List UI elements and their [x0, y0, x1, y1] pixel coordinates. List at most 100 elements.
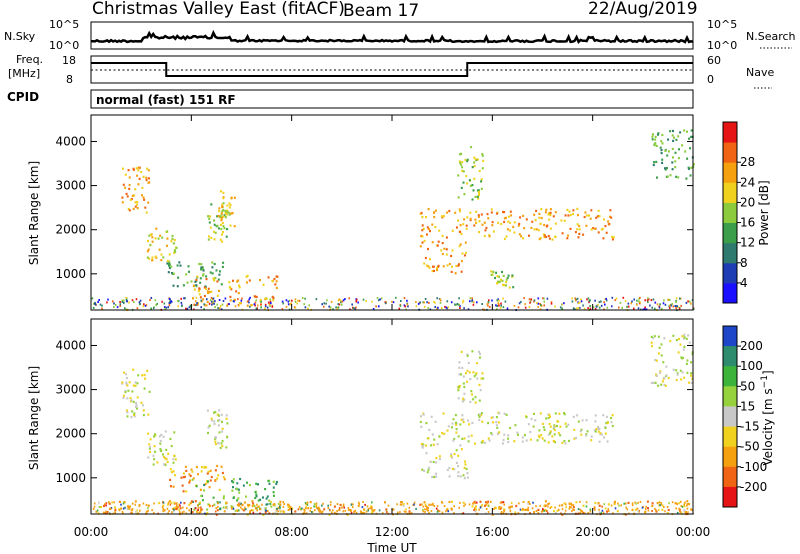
heatmap-cell	[460, 186, 463, 189]
heatmap-cell	[637, 510, 640, 513]
heatmap-cell	[471, 184, 474, 187]
heatmap-cell	[162, 501, 165, 504]
heatmap-cell	[384, 501, 386, 504]
heatmap-cell	[446, 429, 449, 432]
heatmap-cell	[199, 281, 202, 284]
heatmap-cell	[433, 300, 435, 303]
heatmap-cell	[341, 300, 344, 303]
heatmap-cell	[467, 361, 470, 364]
heatmap-cell	[462, 181, 465, 184]
heatmap-cell	[546, 297, 549, 300]
heatmap-cell	[332, 308, 334, 311]
heatmap-cell	[597, 209, 600, 212]
heatmap-cell	[277, 502, 280, 505]
heatmap-cell	[497, 298, 499, 301]
heatmap-cell	[220, 442, 223, 445]
heatmap-cell	[513, 221, 516, 224]
heatmap-cell	[211, 419, 213, 422]
heatmap-cell	[336, 510, 338, 512]
heatmap-cell	[208, 221, 211, 224]
heatmap-cell	[147, 509, 149, 512]
heatmap-cell	[348, 297, 350, 300]
heatmap-cell	[231, 480, 233, 483]
heatmap-cell	[671, 501, 674, 504]
heatmap-cell	[529, 503, 531, 505]
heatmap-cell	[603, 308, 605, 311]
heatmap-cell	[484, 229, 487, 232]
heatmap-cell	[480, 412, 483, 415]
heatmap-cell	[148, 181, 151, 184]
heatmap-cell	[342, 299, 345, 302]
heatmap-cell	[195, 296, 198, 299]
heatmap-cell	[667, 298, 669, 301]
heatmap-cell	[134, 503, 137, 506]
heatmap-cell	[277, 510, 280, 513]
heatmap-cell	[679, 297, 682, 300]
heatmap-cell	[259, 298, 262, 302]
heatmap-cell	[478, 192, 480, 195]
heatmap-cell	[462, 382, 465, 385]
heatmap-cell	[126, 397, 129, 400]
heatmap-cell	[465, 227, 468, 230]
heatmap-cell	[143, 198, 146, 201]
heatmap-cell	[141, 374, 144, 377]
cpid-frame	[90, 89, 694, 109]
heatmap-cell	[521, 509, 523, 512]
heatmap-cell	[543, 223, 546, 227]
heatmap-cell	[451, 500, 453, 503]
heatmap-cell	[138, 177, 141, 180]
heatmap-cell	[279, 510, 282, 513]
heatmap-cell	[626, 508, 629, 511]
heatmap-cell	[589, 217, 592, 220]
heatmap-cell	[490, 270, 493, 273]
heatmap-cell	[151, 259, 154, 262]
heatmap-cell	[652, 163, 655, 167]
heatmap-cell	[162, 463, 165, 466]
heatmap-cell	[432, 443, 435, 446]
heatmap-cell	[214, 231, 217, 234]
heatmap-cell	[206, 290, 209, 293]
heatmap-cell	[239, 501, 241, 504]
heatmap-cell	[329, 501, 332, 504]
heatmap-cell	[316, 507, 318, 509]
heatmap-cell	[529, 438, 532, 441]
colorbar-swatch	[723, 366, 737, 387]
heatmap-cell	[179, 504, 181, 507]
heatmap-cell	[481, 153, 484, 156]
heatmap-cell	[168, 510, 170, 513]
heatmap-cell	[553, 429, 556, 432]
heatmap-cell	[380, 297, 383, 300]
heatmap-cell	[467, 419, 470, 422]
heatmap-cell	[128, 301, 130, 304]
heatmap-cell	[674, 160, 677, 163]
heatmap-cell	[323, 508, 326, 511]
heatmap-cell	[549, 208, 552, 211]
heatmap-cell	[148, 443, 151, 446]
heatmap-cell	[151, 240, 154, 243]
heatmap-cell	[423, 301, 425, 304]
heatmap-cell	[461, 252, 464, 255]
heatmap-cell	[158, 248, 161, 251]
heatmap-cell	[212, 496, 215, 499]
heatmap-cell	[474, 218, 477, 221]
heatmap-cell	[219, 215, 222, 218]
heatmap-cell	[423, 501, 426, 504]
heatmap-cell	[625, 502, 627, 505]
heatmap-cell	[478, 190, 480, 193]
heatmap-cell	[477, 214, 480, 217]
heatmap-cell	[166, 237, 169, 240]
heatmap-cell	[650, 341, 653, 344]
heatmap-cell	[268, 482, 271, 485]
heatmap-cell	[651, 135, 654, 138]
heatmap-cell	[197, 509, 199, 511]
heatmap-cell	[564, 509, 567, 512]
nave-label: Nave	[746, 66, 774, 79]
heatmap-cell	[151, 236, 154, 239]
heatmap-cell	[544, 500, 547, 503]
heatmap-cell	[665, 374, 668, 377]
heatmap-cell	[217, 307, 219, 309]
heatmap-cell	[202, 298, 205, 301]
heatmap-cell	[209, 271, 212, 274]
heatmap-cell	[248, 279, 251, 282]
heatmap-cell	[564, 442, 567, 445]
